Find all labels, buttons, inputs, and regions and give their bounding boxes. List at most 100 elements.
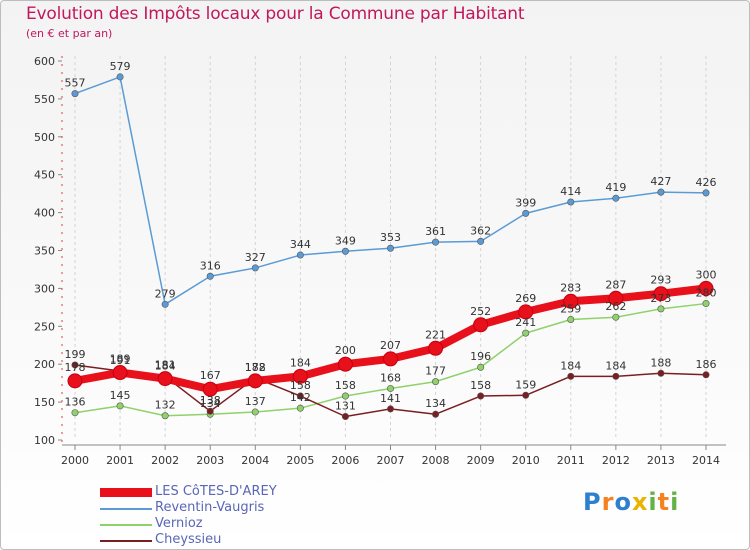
- point-vernioz-2010: [522, 329, 530, 337]
- legend-swatch-reventin-vaugris: [100, 508, 152, 510]
- data-label-vernioz-2005: 142: [290, 391, 311, 404]
- point-les-c-tes-d-arey-2006: [337, 356, 353, 372]
- x-tick-2013: 2013: [647, 454, 675, 467]
- data-label-les-c-tes-d-arey-2010: 269: [515, 292, 536, 305]
- point-cheyssieu-2008: [432, 410, 440, 418]
- point-vernioz-2014: [702, 300, 710, 308]
- point-cheyssieu-2000: [71, 361, 79, 369]
- point-cheyssieu-2010: [522, 391, 530, 399]
- x-tick-2009: 2009: [467, 454, 495, 467]
- data-label-vernioz-2001: 145: [110, 389, 131, 402]
- x-tick-2001: 2001: [106, 454, 134, 467]
- data-label-vernioz-2004: 137: [245, 395, 266, 408]
- point-les-c-tes-d-arey-2011: [563, 293, 579, 309]
- data-label-reventin-vaugris-2007: 353: [380, 231, 401, 244]
- x-tick-2011: 2011: [557, 454, 585, 467]
- legend-label-reventin-vaugris: Reventin-Vaugris: [155, 500, 265, 515]
- point-reventin-vaugris-2011: [567, 198, 575, 206]
- point-reventin-vaugris-2009: [477, 237, 485, 245]
- legend-label-les-c-tes-d-arey: LES CôTES-D'AREY: [155, 484, 277, 499]
- legend-label-cheyssieu: Cheyssieu: [155, 532, 222, 547]
- data-label-reventin-vaugris-2003: 316: [200, 259, 221, 272]
- point-cheyssieu-2014: [702, 371, 710, 379]
- logo-letter: i: [648, 488, 658, 516]
- point-vernioz-2000: [71, 409, 79, 417]
- point-vernioz-2013: [657, 305, 665, 313]
- y-tick-550: 550: [34, 93, 55, 106]
- chart-subtitle: (en € et par an): [26, 27, 113, 40]
- x-tick-2006: 2006: [331, 454, 359, 467]
- point-reventin-vaugris-2000: [71, 90, 79, 98]
- data-label-les-c-tes-d-arey-2008: 221: [425, 328, 446, 341]
- y-tick-250: 250: [34, 320, 55, 333]
- y-tick-400: 400: [34, 207, 55, 220]
- point-les-c-tes-d-arey-2012: [608, 290, 624, 306]
- y-tick-200: 200: [34, 358, 55, 371]
- data-label-reventin-vaugris-2011: 414: [560, 185, 581, 198]
- x-tick-2008: 2008: [422, 454, 450, 467]
- data-label-reventin-vaugris-2013: 427: [650, 175, 671, 188]
- x-tick-2012: 2012: [602, 454, 630, 467]
- data-label-les-c-tes-d-arey-2001: 189: [110, 353, 131, 366]
- point-vernioz-2001: [116, 402, 124, 410]
- logo-letter: x: [631, 488, 649, 516]
- point-les-c-tes-d-arey-2005: [292, 368, 308, 384]
- data-label-cheyssieu-2008: 134: [425, 397, 446, 410]
- data-label-reventin-vaugris-2012: 419: [605, 181, 626, 194]
- data-label-reventin-vaugris-2005: 344: [290, 238, 311, 251]
- point-reventin-vaugris-2004: [251, 264, 259, 272]
- point-les-c-tes-d-arey-2007: [383, 351, 398, 367]
- legend-swatch-cheyssieu: [100, 540, 152, 542]
- point-vernioz-2009: [477, 363, 485, 371]
- data-label-cheyssieu-2005: 158: [290, 379, 311, 392]
- x-tick-2010: 2010: [512, 454, 540, 467]
- point-cheyssieu-2005: [296, 392, 304, 400]
- data-label-reventin-vaugris-2006: 349: [335, 234, 356, 247]
- data-label-cheyssieu-2011: 184: [560, 359, 581, 372]
- x-tick-2014: 2014: [692, 454, 720, 467]
- data-label-vernioz-2011: 259: [560, 302, 581, 315]
- y-tick-150: 150: [34, 396, 55, 409]
- logo-letter: t: [657, 488, 671, 516]
- point-reventin-vaugris-2008: [432, 238, 440, 246]
- point-reventin-vaugris-2003: [206, 272, 214, 280]
- data-label-cheyssieu-2001: 191: [110, 354, 131, 367]
- point-vernioz-2002: [161, 412, 169, 420]
- data-label-cheyssieu-2000: 199: [65, 348, 86, 361]
- point-reventin-vaugris-2012: [612, 194, 620, 202]
- data-label-reventin-vaugris-2000: 557: [65, 77, 86, 90]
- point-vernioz-2007: [386, 384, 394, 392]
- point-les-c-tes-d-arey-2008: [428, 340, 444, 356]
- data-label-reventin-vaugris-2001: 579: [110, 60, 131, 73]
- data-label-les-c-tes-d-arey-2003: 167: [200, 369, 221, 382]
- point-les-c-tes-d-arey-2013: [653, 286, 669, 302]
- data-label-les-c-tes-d-arey-2013: 293: [650, 274, 671, 287]
- data-label-vernioz-2009: 196: [470, 350, 491, 363]
- legend-swatch-vernioz: [100, 524, 152, 526]
- point-les-c-tes-d-arey-2014: [698, 280, 714, 296]
- point-reventin-vaugris-2010: [522, 209, 530, 217]
- data-label-vernioz-2006: 158: [335, 379, 356, 392]
- point-les-c-tes-d-arey-2010: [518, 304, 534, 320]
- point-vernioz-2008: [432, 378, 440, 386]
- logo-letter: r: [601, 488, 615, 516]
- logo-letter: P: [583, 488, 602, 516]
- data-label-vernioz-2012: 262: [605, 300, 626, 313]
- chart-title: Evolution des Impôts locaux pour la Comm…: [26, 4, 525, 24]
- y-tick-300: 300: [34, 282, 55, 295]
- data-label-les-c-tes-d-arey-2004: 178: [245, 361, 266, 374]
- data-label-les-c-tes-d-arey-2011: 283: [560, 281, 581, 294]
- legend-swatch-les-c-tes-d-arey: [100, 488, 152, 497]
- point-les-c-tes-d-arey-2002: [157, 371, 173, 387]
- point-reventin-vaugris-2014: [702, 189, 710, 197]
- data-label-les-c-tes-d-arey-2002: 181: [155, 359, 176, 372]
- y-tick-350: 350: [34, 245, 55, 258]
- data-label-les-c-tes-d-arey-2000: 178: [65, 361, 86, 374]
- point-les-c-tes-d-arey-2001: [112, 365, 128, 381]
- point-cheyssieu-2006: [341, 413, 349, 421]
- data-label-cheyssieu-2010: 159: [515, 378, 536, 391]
- point-vernioz-2004: [251, 408, 259, 416]
- data-label-vernioz-2000: 136: [65, 396, 86, 409]
- proxiti-logo: Proxiti: [583, 488, 679, 516]
